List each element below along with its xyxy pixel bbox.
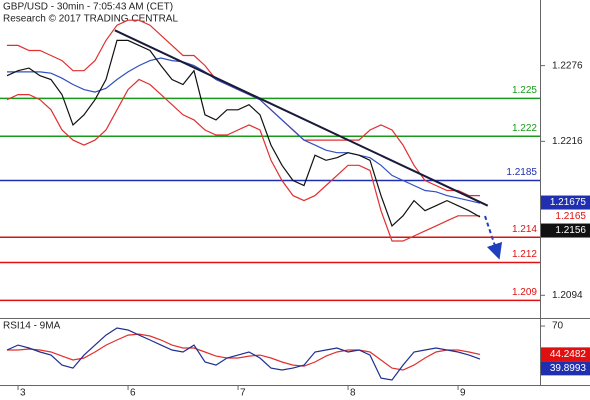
x-tick-label: 6 xyxy=(130,388,136,399)
level-label: 1.212 xyxy=(512,249,537,260)
level-label: 1.209 xyxy=(512,287,537,298)
level-label: 1.225 xyxy=(512,85,537,96)
plot-area xyxy=(6,327,481,381)
x-tick-label: 3 xyxy=(20,388,26,399)
price-label: 1.21675 xyxy=(550,197,587,208)
indicator-title: RSI14 - 9MA xyxy=(3,321,61,332)
price-label-box xyxy=(541,361,590,376)
price-label: 44.2482 xyxy=(550,349,587,360)
chart-subtitle: Research © 2017 TRADING CENTRAL xyxy=(3,14,178,25)
plot-area xyxy=(0,19,540,302)
level-label: 1.222 xyxy=(512,123,537,134)
y-tick-label: 1.2276 xyxy=(552,60,583,71)
forecast-arrow xyxy=(484,215,503,260)
series-line xyxy=(6,327,481,381)
y-tick-label: 70 xyxy=(552,321,564,332)
level-label: 1.214 xyxy=(512,224,537,235)
series-line xyxy=(6,78,480,242)
x-tick-label: 7 xyxy=(240,388,246,399)
price-label: 1.2165 xyxy=(555,211,586,222)
x-tick-label: 8 xyxy=(350,388,356,399)
y-tick-label: 1.2094 xyxy=(552,290,583,301)
series-line xyxy=(7,57,481,204)
price-label-box xyxy=(541,195,590,210)
price-label-box xyxy=(541,223,590,238)
price-label-box xyxy=(541,347,590,362)
price-label: 39.8993 xyxy=(550,363,587,374)
series-line xyxy=(7,333,481,371)
chart-title: GBP/USD - 30min - 7:05:43 AM (CET) xyxy=(3,2,173,13)
x-tick-label: 9 xyxy=(460,388,466,399)
series-line xyxy=(6,39,481,227)
y-tick-label: 1.2216 xyxy=(552,136,583,147)
trend-line xyxy=(114,29,489,207)
price-label: 1.2156 xyxy=(555,225,586,236)
level-label: 1.2185 xyxy=(506,167,537,178)
